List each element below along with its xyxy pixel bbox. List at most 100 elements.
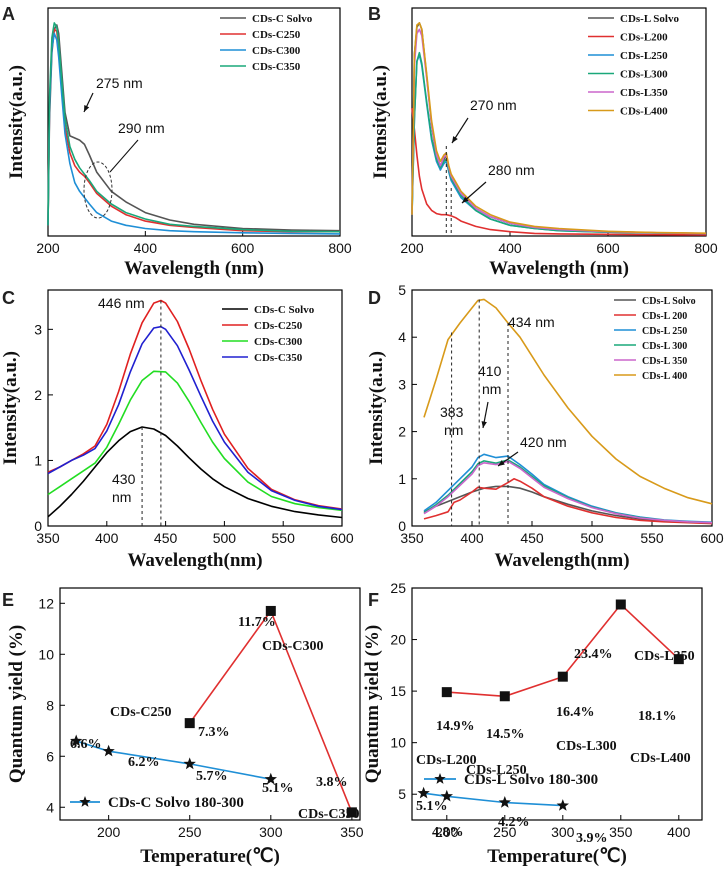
panel-letter-e: E: [2, 590, 14, 610]
legend-entry: CDs-L 400: [642, 371, 687, 382]
annotation-420nm: 420 nm: [520, 434, 567, 450]
panel-letter-a: A: [2, 4, 15, 24]
panel-c: C 350 400 450 500 550 600 0 1 2 3 Wavelength(nm) Int…: [0, 288, 354, 571]
series-line: [47, 28, 340, 233]
y-tick-label: 4: [398, 329, 406, 345]
x-tick-label: 350: [609, 824, 633, 840]
point-label: CDs-L350: [634, 649, 695, 664]
x-axis-label: Wavelength (nm): [489, 258, 629, 279]
y-tick-label: 2: [34, 387, 42, 403]
legend-entry: CDs-L Solvo: [620, 13, 679, 25]
legend-entry: CDs-L 300: [642, 341, 687, 352]
star-marker: [102, 744, 115, 757]
x-axis-label: Wavelength (nm): [124, 258, 264, 279]
square-marker: [615, 599, 626, 610]
star-marker: [70, 734, 83, 747]
annotation-arrowhead: [462, 196, 469, 203]
x-tick-label: 500: [213, 530, 237, 546]
x-axis-label: Temperature(℃): [487, 846, 627, 867]
value-label: 4.8%: [432, 825, 464, 840]
series-line: [47, 24, 341, 232]
series-line: [423, 460, 713, 524]
value-label: 14.9%: [436, 719, 475, 734]
value-label: 16.4%: [556, 705, 595, 720]
annotation-275nm: 275 nm: [96, 75, 143, 91]
legend-entry: CDs-L 200: [642, 311, 687, 322]
x-axis-label: Temperature(℃): [140, 846, 280, 867]
x-tick-label: 450: [154, 530, 178, 546]
value-label: 4.2%: [498, 815, 530, 830]
x-tick-label: 600: [596, 240, 620, 256]
point-label: CDs-L400: [630, 751, 691, 766]
plot-frame: [47, 7, 341, 237]
point-label: CDs-C350: [298, 807, 359, 822]
legend-entry: CDs-L300: [620, 69, 668, 81]
annotation-410: 410: [478, 363, 502, 379]
y-tick-label: 15: [390, 683, 406, 699]
annotation-434nm: 434 nm: [508, 314, 555, 330]
plot-frame: [411, 7, 707, 237]
panel-letter-c: C: [2, 288, 15, 308]
y-tick-label: 20: [390, 632, 406, 648]
x-tick-label: 300: [551, 824, 575, 840]
x-tick-label: 800: [694, 240, 718, 256]
square-marker: [346, 807, 357, 818]
legend-entry: CDs-L Solvo 180-300: [464, 772, 598, 788]
legend-entry: CDs-L400: [620, 106, 668, 118]
legend-entry: CDs-L 350: [642, 356, 687, 367]
value-label: 3.8%: [316, 775, 348, 790]
x-tick-label: 250: [493, 824, 517, 840]
y-tick-label: 25: [390, 580, 406, 596]
series-line: [423, 477, 713, 525]
annotation-arrowhead: [84, 105, 90, 112]
value-label: 7.3%: [198, 725, 230, 740]
legend-entry: CDs-C300: [252, 45, 301, 57]
x-tick-label: 500: [580, 530, 604, 546]
series-line: [47, 299, 343, 510]
legend-entry: CDs-C250: [252, 29, 301, 41]
x-tick-label: 600: [330, 530, 354, 546]
y-tick-label: 2: [398, 424, 406, 440]
y-tick-label: 0: [34, 518, 42, 534]
point-label: CDs-L200: [416, 753, 477, 768]
value-label: 3.9%: [576, 831, 608, 846]
y-tick-label: 3: [398, 376, 406, 392]
y-axis-label: Quantum yield (%): [6, 625, 27, 783]
legend-entry: CDs-L250: [620, 50, 668, 62]
square-marker: [441, 687, 452, 698]
legend-entry: CDs-C Solvo: [252, 13, 313, 25]
series-line: [47, 32, 341, 235]
y-axis-label: Intensity(a.u.): [370, 65, 391, 179]
y-tick-label: 6: [46, 748, 54, 764]
legend-entry: CDs-L200: [620, 32, 668, 44]
x-tick-label: 550: [272, 530, 296, 546]
legend-entry: CDs-C Solvo: [254, 304, 315, 316]
panel-b: B 200 400 600 800 Wavelength (nm) Intensity(a.…: [368, 4, 718, 279]
x-tick-label: 350: [340, 824, 364, 840]
plot-frame: [411, 289, 713, 527]
y-axis-label: Intensity(a.u.): [0, 351, 21, 465]
series-line: [75, 740, 271, 780]
legend-entry: CDs-C250: [254, 320, 303, 332]
y-tick-label: 12: [38, 595, 54, 611]
x-tick-label: 400: [460, 530, 484, 546]
square-marker: [673, 654, 684, 665]
legend-entry: CDs-C350: [254, 352, 303, 364]
legend-entry: CDs-C300: [254, 336, 303, 348]
x-axis-label: Wavelength(nm): [494, 550, 629, 571]
y-tick-label: 4: [46, 799, 54, 815]
y-tick-label: 10: [38, 646, 54, 662]
plot-frame: [59, 587, 361, 821]
highlight-ellipse: [83, 161, 113, 219]
panel-d: D 350 400 450 500 550 600 0 1 2 3 4 5 Wavelength(nm) I…: [366, 282, 724, 571]
legend-entry: CDs-L Solvo: [642, 296, 696, 307]
star-marker: [440, 789, 453, 802]
x-tick-label: 400: [667, 824, 691, 840]
x-tick-label: 200: [435, 824, 459, 840]
star-marker: [264, 772, 277, 785]
annotation-nm: nm: [482, 381, 501, 397]
square-marker: [499, 691, 510, 702]
x-tick-label: 350: [400, 530, 424, 546]
point-label: CDs-C300: [262, 639, 323, 654]
